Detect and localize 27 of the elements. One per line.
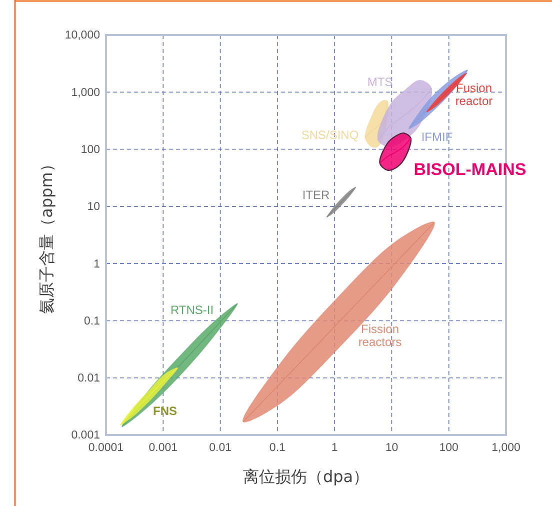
- x-tick-label: 0.0001: [88, 442, 124, 454]
- x-tick-label: 0.01: [209, 442, 232, 454]
- series-label: ITER: [302, 188, 330, 202]
- x-tick-label: 0.1: [269, 442, 286, 454]
- x-tick-label: 1,000: [492, 442, 520, 454]
- x-tick-label: 0.001: [148, 442, 178, 454]
- x-axis-title: 离位损伤（dpa）: [242, 467, 370, 486]
- y-axis-title: 氦原子含量（appm）: [37, 156, 56, 314]
- y-tick-label: 0.01: [78, 372, 100, 385]
- series-label: SNS/SINQ: [301, 128, 359, 142]
- y-tick-label: 1: [94, 258, 100, 270]
- series-label: RTNS-II: [170, 303, 214, 317]
- y-tick-label: 0.001: [71, 430, 100, 442]
- series-label: IFMIF: [421, 130, 453, 144]
- x-tick-label: 10: [385, 442, 398, 454]
- y-tick-label: 100: [80, 144, 100, 156]
- series-label: FNS: [153, 404, 177, 418]
- y-tick-label: 0.1: [84, 315, 100, 328]
- x-tick-label: 1: [331, 442, 338, 454]
- y-tick-label: 1,000: [71, 86, 100, 99]
- series-label: BISOL-MAINS: [414, 160, 526, 179]
- text: MTS: [367, 75, 393, 89]
- y-tick-label: 10: [87, 201, 100, 214]
- series-label: Fusion reactor: [455, 81, 493, 108]
- series-label: Fission reactors: [358, 322, 402, 350]
- y-tick-label: 10,000: [64, 30, 100, 42]
- x-tick-label: 100: [439, 442, 458, 454]
